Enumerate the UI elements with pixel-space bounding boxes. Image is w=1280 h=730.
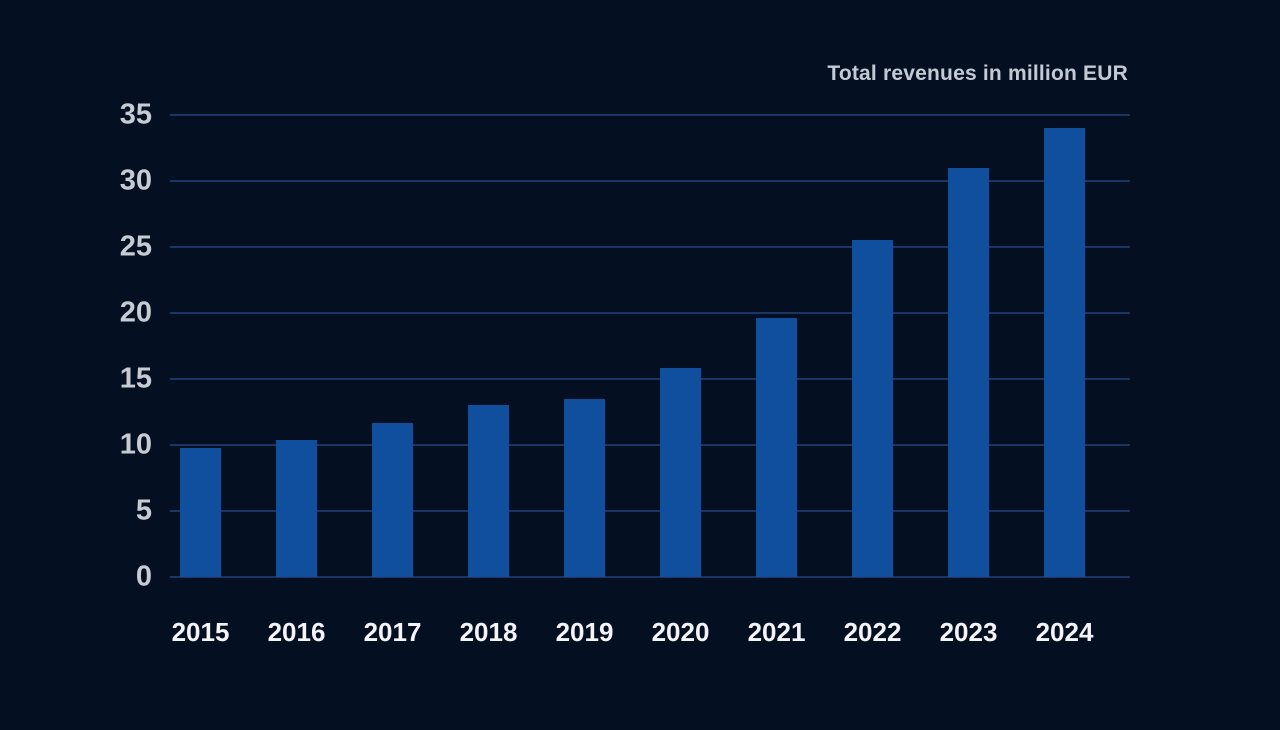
bar-2024 — [1044, 128, 1085, 577]
y-tick-label-5: 5 — [135, 494, 152, 527]
x-axis-label-2015: 2015 — [171, 617, 230, 647]
bar-2017 — [372, 422, 413, 577]
y-tick-label-25: 25 — [119, 230, 152, 263]
x-axis-label-2022: 2022 — [843, 617, 902, 647]
gridline-35 — [170, 114, 1130, 116]
gridline-30 — [170, 180, 1130, 182]
y-tick-label-0: 0 — [135, 560, 152, 593]
gridline-5 — [170, 510, 1130, 512]
bar-2019 — [564, 398, 605, 577]
x-axis-label-2016: 2016 — [267, 617, 326, 647]
y-tick-label-10: 10 — [119, 428, 152, 461]
y-tick-label-20: 20 — [119, 296, 152, 329]
bar-2022 — [852, 240, 893, 577]
x-axis-label-2023: 2023 — [939, 617, 998, 647]
gridline-20 — [170, 312, 1130, 314]
bar-2021 — [756, 318, 797, 577]
chart-title: Total revenues in million EUR — [827, 62, 1128, 85]
x-axis-label-2020: 2020 — [651, 617, 710, 647]
bar-2020 — [660, 368, 701, 577]
gridline-10 — [170, 444, 1130, 446]
x-axis-label-2024: 2024 — [1035, 617, 1094, 647]
x-axis-label-2021: 2021 — [747, 617, 806, 647]
gridline-25 — [170, 246, 1130, 248]
gridline-15 — [170, 378, 1130, 380]
bar-2018 — [468, 405, 509, 577]
bar-2023 — [948, 167, 989, 577]
x-axis-label-2018: 2018 — [459, 617, 518, 647]
x-axis-label-2017: 2017 — [363, 617, 422, 647]
y-tick-label-15: 15 — [119, 362, 152, 395]
y-tick-label-30: 30 — [119, 164, 152, 197]
bar-2016 — [276, 439, 317, 577]
x-axis-label-2019: 2019 — [555, 617, 614, 647]
gridline-0 — [170, 576, 1130, 578]
y-tick-label-35: 35 — [119, 98, 152, 131]
bar-2015 — [180, 447, 221, 577]
